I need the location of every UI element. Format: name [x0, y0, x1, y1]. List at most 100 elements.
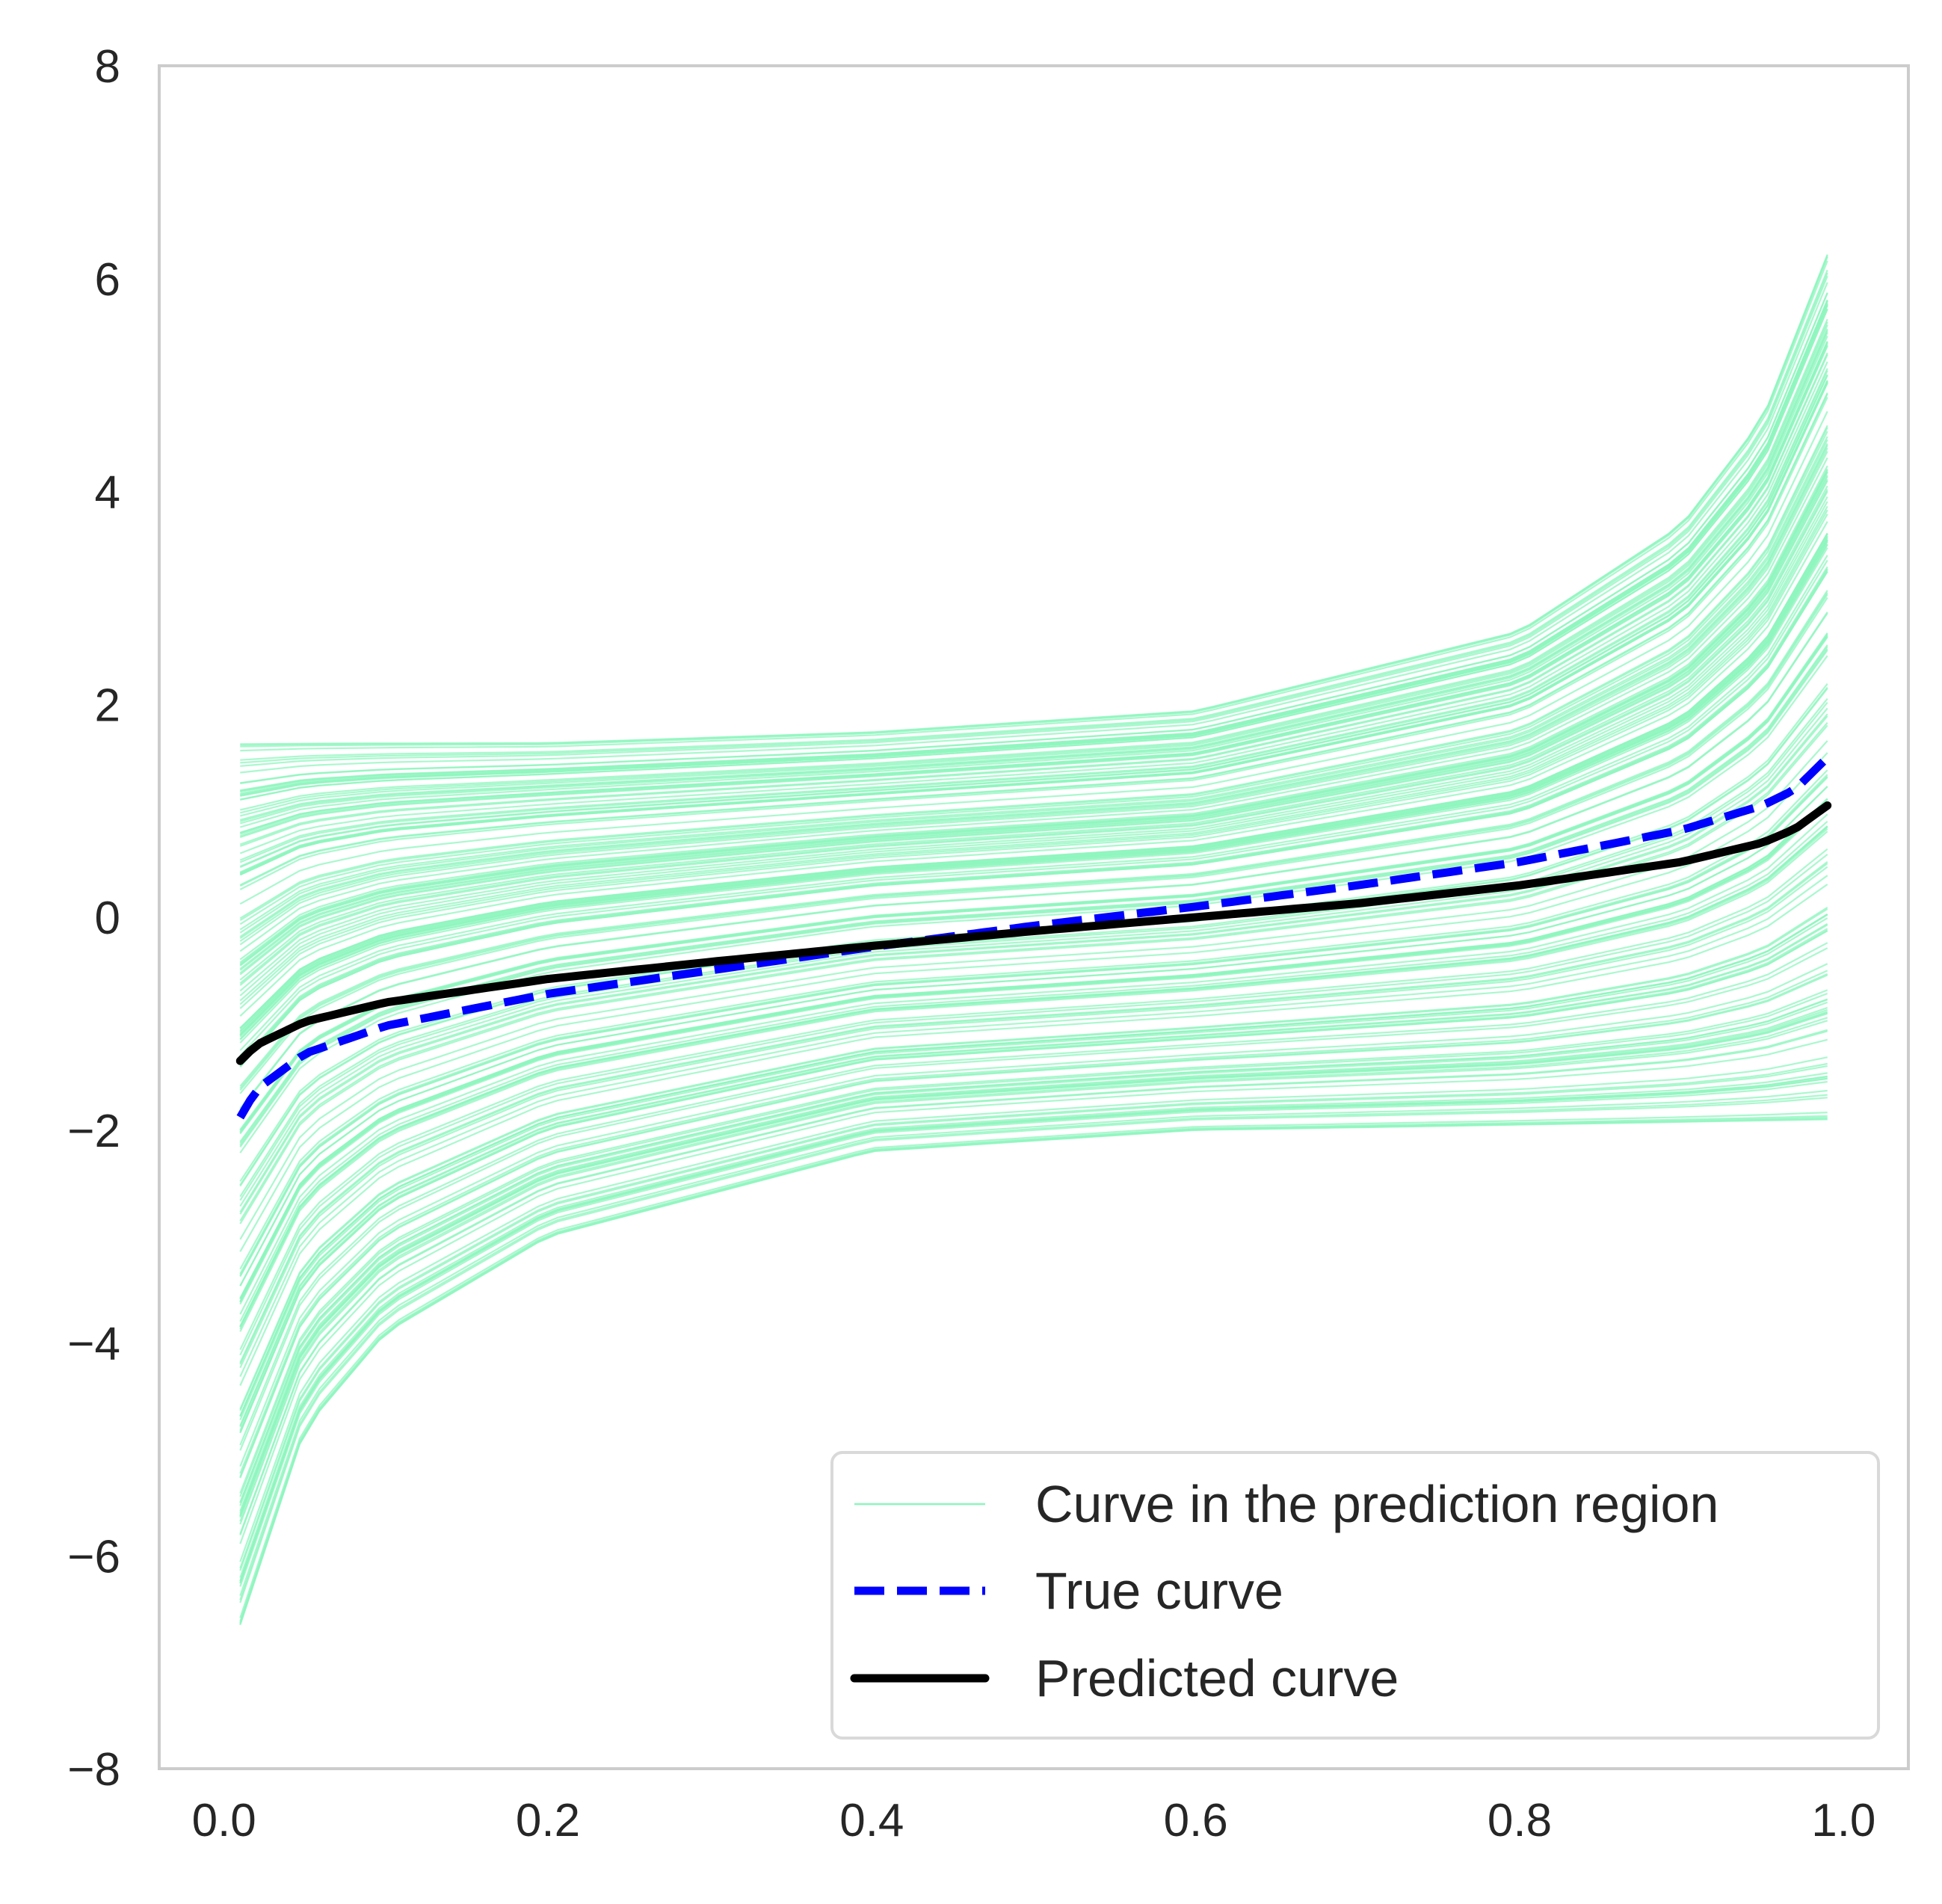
prediction-region-curve	[239, 724, 1828, 1224]
prediction-region-curve	[239, 597, 1828, 1094]
prediction-region-curve	[240, 282, 1828, 774]
prediction-region-curve	[239, 970, 1828, 1474]
prediction-region-curve	[239, 866, 1828, 1369]
prediction-region-curve	[239, 989, 1828, 1494]
prediction-region-curve	[239, 475, 1828, 971]
x-tick-label: 0.6	[1164, 1795, 1228, 1846]
prediction-region-curve	[239, 875, 1828, 1377]
prediction-region-curve	[239, 698, 1828, 1198]
prediction-region-curve	[239, 485, 1828, 981]
prediction-region-curve	[239, 490, 1828, 986]
prediction-region-curve	[239, 368, 1828, 861]
prediction-region-curve	[239, 439, 1828, 934]
prediction-region-curve	[239, 451, 1828, 946]
prediction-region-curve	[239, 1089, 1828, 1596]
prediction-region-curve	[239, 1012, 1828, 1518]
prediction-region-curve	[239, 537, 1828, 1034]
prediction-region-curve	[239, 848, 1828, 1350]
prediction-region-curve	[239, 774, 1828, 1275]
prediction-region-curve	[239, 752, 1828, 1252]
prediction-region-curve	[239, 611, 1828, 1109]
prediction-region-curve	[240, 308, 1828, 801]
prediction-region-curve	[239, 1020, 1828, 1525]
prediction-region-curve	[239, 1118, 1828, 1625]
prediction-region-curve	[239, 392, 1828, 886]
prediction-region-curve	[239, 540, 1828, 1036]
prediction-region-curve	[239, 555, 1828, 1051]
prediction-region-curve	[239, 740, 1828, 1240]
prediction-region-curves	[239, 254, 1828, 1626]
prediction-region-curve	[239, 336, 1828, 828]
prediction-region-curve	[239, 514, 1828, 1009]
prediction-region-curve	[239, 1038, 1828, 1544]
prediction-region-curve	[239, 1001, 1828, 1506]
prediction-region-curve	[239, 635, 1828, 1134]
prediction-region-curve	[239, 992, 1828, 1497]
x-tick-label: 0.8	[1488, 1795, 1552, 1846]
prediction-region-curve	[239, 443, 1828, 937]
prediction-region-curve	[239, 831, 1828, 1332]
y-axis-ticks: 8 6 4 2 0 −2 −4 −6 −8	[67, 41, 120, 1796]
prediction-region-curve	[239, 410, 1828, 905]
prediction-region-curve	[239, 826, 1828, 1328]
prediction-region-curve	[239, 963, 1828, 1467]
prediction-region-curve	[239, 974, 1828, 1479]
prediction-region-curve	[239, 374, 1828, 868]
prediction-region-curve	[239, 1065, 1828, 1571]
legend-label-true: True curve	[1035, 1562, 1283, 1620]
prediction-region-curve	[239, 913, 1828, 1417]
x-tick-label: 0.0	[192, 1795, 256, 1846]
prediction-region-curve	[240, 269, 1828, 761]
x-tick-label: 0.4	[839, 1795, 904, 1846]
y-tick-label: 8	[95, 41, 120, 93]
prediction-region-curve	[239, 884, 1828, 1386]
main-series	[235, 754, 1832, 1120]
prediction-region-curve	[239, 1017, 1828, 1522]
y-tick-label: −4	[67, 1319, 120, 1370]
predicted-curve-line	[235, 801, 1832, 1065]
y-tick-label: −8	[67, 1744, 120, 1796]
prediction-region-curve	[239, 559, 1828, 1056]
prediction-region-curve	[239, 436, 1828, 931]
prediction-region-curve	[240, 324, 1828, 817]
prediction-region-curve	[239, 1077, 1828, 1584]
prediction-region-curve	[240, 272, 1828, 764]
x-axis-ticks: 0.0 0.2 0.4 0.6 0.8 1.0	[192, 1795, 1876, 1846]
x-tick-label: 0.2	[516, 1795, 580, 1846]
prediction-region-curve	[239, 942, 1828, 1446]
prediction-region-curve	[239, 468, 1828, 964]
prediction-region-curve	[239, 354, 1828, 847]
prediction-region-curve	[240, 302, 1828, 795]
prediction-region-curve	[240, 300, 1828, 792]
prediction-region-curve	[239, 509, 1828, 1005]
prediction-region-curve	[239, 1081, 1828, 1587]
prediction-region-curve	[239, 1097, 1828, 1603]
prediction-region-curve	[239, 804, 1828, 1305]
prediction-region-curve	[239, 344, 1828, 837]
prediction-region-curve	[239, 361, 1828, 854]
y-tick-label: −6	[67, 1531, 120, 1583]
prediction-region-curve	[239, 917, 1828, 1420]
prediction-region-curve	[239, 1062, 1828, 1569]
prediction-region-curve	[239, 908, 1828, 1411]
prediction-region-curve	[239, 1112, 1828, 1618]
prediction-region-curve	[240, 321, 1828, 814]
prediction-region-curve	[239, 820, 1828, 1322]
prediction-region-curve	[239, 547, 1828, 1044]
prediction-region-curve	[239, 798, 1828, 1299]
prediction-region-curve	[239, 721, 1828, 1221]
prediction-region-curve	[239, 813, 1828, 1315]
prediction-region-curve	[239, 861, 1828, 1364]
y-tick-label: −2	[67, 1106, 120, 1157]
y-tick-label: 0	[95, 893, 120, 944]
prediction-region-curve	[239, 496, 1828, 992]
plot-frame	[158, 64, 1910, 1770]
prediction-region-curve	[240, 305, 1828, 797]
prediction-region-curve	[239, 786, 1828, 1287]
prediction-region-curve	[239, 370, 1828, 863]
prediction-region-curve	[239, 646, 1828, 1144]
prediction-region-curve	[240, 292, 1828, 784]
prediction-region-curve	[240, 260, 1828, 752]
legend: Curve in the prediction region True curv…	[830, 1451, 1880, 1740]
